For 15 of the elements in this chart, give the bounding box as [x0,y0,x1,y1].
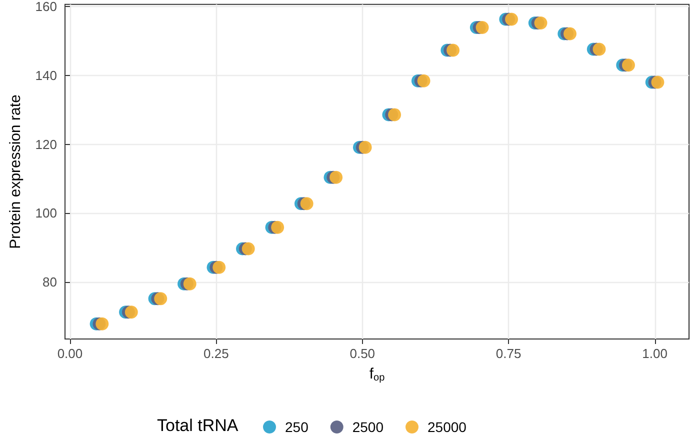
x-tick-label: 0.00 [57,346,83,361]
x-tick-label: 0.50 [350,346,376,361]
y-tick-label: 140 [35,68,57,83]
x-tick-label: 1.00 [642,346,668,361]
x-tick-label: 0.25 [204,346,229,361]
x-tick-label: 0.75 [496,346,522,361]
y-tick-label: 100 [35,206,57,221]
legend-label: 2500 [352,419,384,435]
legend-label: 250 [285,419,309,435]
y-axis-title: Protein expression rate [7,94,24,249]
legend-title: Total tRNA [157,416,239,435]
y-tick-label: 80 [42,274,57,290]
legend-label: 25000 [428,419,467,435]
y-tick-label: 160 [35,0,57,14]
y-tick-label: 120 [35,136,57,152]
